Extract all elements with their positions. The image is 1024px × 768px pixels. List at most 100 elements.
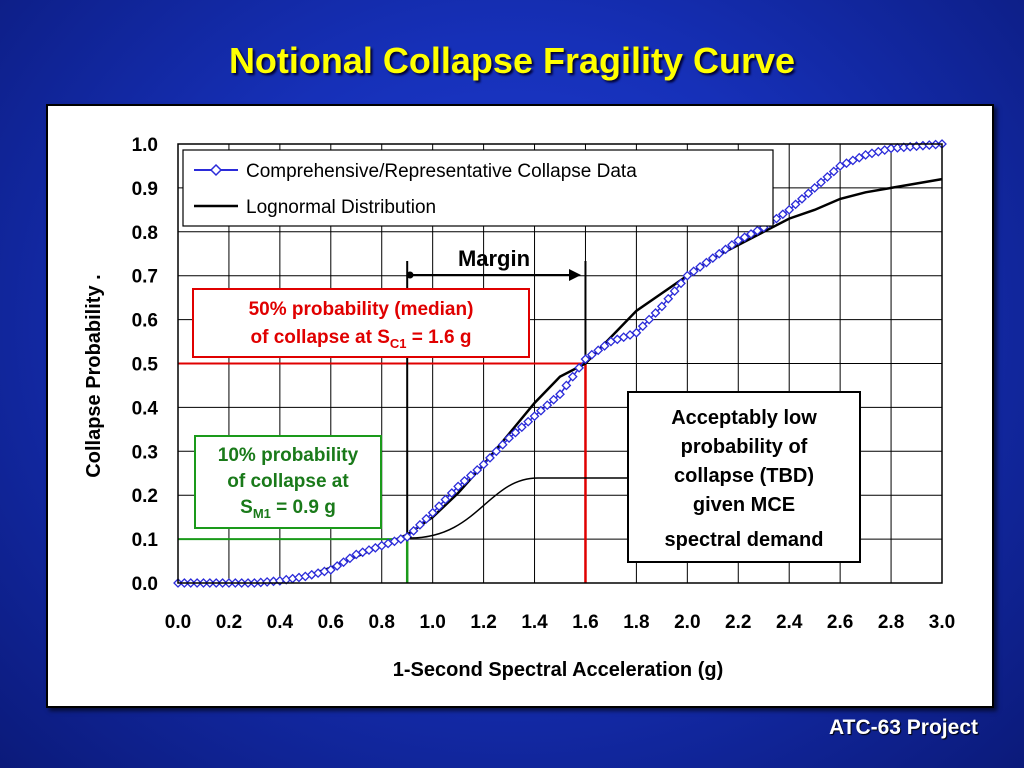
data-point-diamond (688, 266, 699, 277)
data-point-diamond (663, 293, 674, 304)
acceptable-callout-line5: spectral demand (665, 529, 824, 551)
data-point-diamond (529, 411, 540, 422)
footer-project-label: ATC-63 Project (829, 716, 978, 739)
axes: 0.0 0.2 0.4 0.6 0.8 1.0 1.2 1.4 1.6 1.8 2.0 2.2 2.4 2… (132, 135, 956, 633)
fragility-chart: 0.0 0.2 0.4 0.6 0.8 1.0 1.2 1.4 1.6 1.8 2.0 2.2 2.4 2… (83, 135, 956, 681)
x-tick-label: 0.8 (369, 612, 395, 633)
legend-label-data: Comprehensive/Representative Collapse Da… (246, 161, 637, 182)
y-tick-label: 0.5 (132, 355, 159, 376)
data-point-diamond (586, 349, 597, 360)
data-point-diamond (644, 314, 655, 325)
data-point-diamond (516, 422, 527, 433)
data-point-diamond (408, 525, 419, 536)
legend-diamond-icon (209, 163, 223, 177)
mce-callout: 10% probability of collapse at SM1 = 0.9… (194, 435, 382, 529)
data-point-diamond (816, 177, 826, 188)
median-callout-line2: of collapse at SC1 = 1.6 g (251, 327, 472, 351)
data-point-diamond (325, 564, 336, 575)
data-point-diamond (485, 452, 495, 463)
data-point-diamond (338, 557, 349, 568)
data-point-diamond (631, 327, 642, 338)
x-tick-label: 3.0 (929, 612, 955, 633)
y-axis-label: Collapse Probability . (83, 274, 105, 477)
x-axis-label: 1-Second Spectral Acceleration (g) (393, 659, 723, 681)
margin-label: Margin (458, 246, 530, 271)
data-point-diamond (523, 416, 534, 427)
x-tick-label: 1.8 (623, 612, 649, 633)
median-callout-line1: 50% probability (median) (249, 299, 474, 320)
data-point-diamond (784, 204, 795, 215)
x-tick-label: 1.2 (470, 612, 496, 633)
data-point-diamond (599, 341, 610, 351)
y-tick-label: 0.7 (132, 267, 158, 288)
data-point-diamond (707, 253, 718, 264)
data-point-diamond (650, 308, 661, 318)
data-point-diamond (822, 172, 833, 182)
x-tick-label: 0.0 (165, 612, 191, 633)
y-tick-label: 1.0 (132, 135, 158, 156)
data-point-diamond (854, 152, 865, 163)
x-tick-label: 2.4 (776, 612, 803, 633)
data-point-diamond (726, 240, 737, 250)
data-point-diamond (847, 155, 858, 166)
data-point-diamond (567, 371, 578, 382)
legend-box (182, 149, 774, 227)
data-point-diamond (701, 257, 712, 268)
data-point-diamond (402, 531, 413, 542)
x-tick-label: 0.4 (267, 612, 294, 633)
data-point-diamond (669, 286, 680, 296)
data-point-diamond (733, 235, 744, 246)
data-point-diamond (504, 433, 514, 444)
y-tick-label: 0.8 (132, 223, 158, 244)
acceptable-callout-line4: given MCE (693, 494, 795, 516)
data-point-diamond (752, 225, 763, 236)
data-point-diamond (344, 553, 355, 564)
y-tick-label: 0.2 (132, 486, 158, 507)
legend-label-lognormal: Lognormal Distribution (246, 197, 436, 218)
data-point-diamond (720, 244, 731, 255)
acceptable-callout: Acceptably low probability of collapse (… (627, 391, 861, 563)
data-point-diamond (453, 481, 464, 492)
data-point-diamond (803, 188, 814, 199)
y-tick-label: 0.3 (132, 442, 158, 463)
y-tick-label: 0.9 (132, 179, 158, 200)
data-point-diamond (421, 513, 432, 524)
x-tick-label: 2.8 (878, 612, 904, 633)
margin-arrow-head-icon (569, 269, 581, 281)
mce-callout-line2: of collapse at (227, 471, 349, 492)
data-point-diamond (771, 213, 782, 224)
x-tick-label: 1.6 (572, 612, 598, 633)
median-callout: 50% probability (median) of collapse at … (192, 288, 530, 358)
data-point-diamond (555, 389, 565, 400)
data-point-diamond (835, 161, 846, 171)
data-point-diamond (695, 262, 705, 272)
y-tick-label: 0.4 (132, 398, 159, 419)
mce-callout-line1: 10% probability (218, 445, 359, 466)
data-point-diamond (656, 301, 667, 312)
data-point-diamond (580, 354, 591, 365)
x-tick-label: 2.0 (674, 612, 700, 633)
x-tick-label: 2.6 (827, 612, 853, 633)
acceptable-callout-line1: Acceptably low (671, 407, 817, 429)
data-point-diamond (777, 209, 788, 220)
callout-leader-line (409, 477, 628, 539)
y-tick-label: 0.0 (132, 574, 158, 595)
slide-title: Notional Collapse Fragility Curve (228, 40, 796, 81)
data-point-diamond (637, 321, 648, 332)
data-point-diamond (459, 476, 470, 486)
series-layer (173, 139, 947, 588)
data-point-diamond (465, 470, 476, 481)
data-point-diamond (415, 519, 425, 530)
data-point-diamond (809, 182, 820, 193)
data-point-diamond (561, 380, 572, 391)
data-point-diamond (491, 446, 502, 457)
data-point-diamond (535, 405, 546, 416)
data-point-diamond (790, 199, 801, 210)
x-tick-label: 0.2 (216, 612, 242, 633)
x-tick-label: 2.2 (725, 612, 751, 633)
data-point-diamond (472, 465, 483, 475)
data-point-diamond (797, 193, 807, 204)
data-point-diamond (548, 394, 559, 405)
data-point-diamond (332, 561, 343, 571)
data-point-diamond (478, 459, 489, 470)
